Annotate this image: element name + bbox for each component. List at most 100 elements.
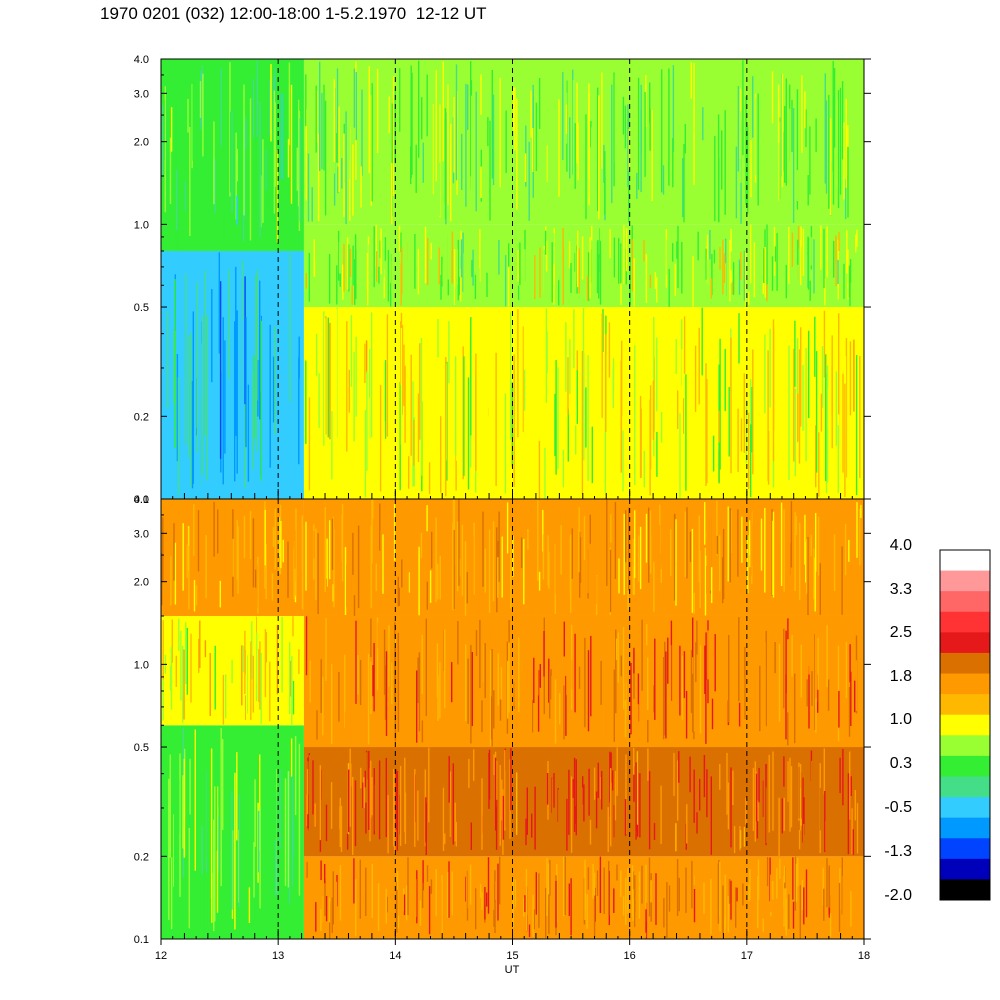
heatmap-streak: [761, 310, 764, 381]
heatmap-streak: [625, 877, 627, 925]
heatmap-streak: [817, 674, 819, 713]
heatmap-streak: [696, 881, 698, 929]
heatmap-streak: [525, 818, 527, 846]
heatmap-streak: [727, 895, 729, 933]
heatmap-streak: [581, 236, 584, 280]
heatmap-streak: [383, 629, 386, 695]
heatmap-streak: [629, 257, 631, 305]
heatmap-streak: [778, 547, 781, 599]
heatmap-streak: [199, 620, 201, 668]
heatmap-streak: [355, 879, 357, 937]
heatmap-streak: [557, 367, 559, 469]
heatmap-streak: [726, 752, 728, 815]
heatmap-streak: [752, 349, 754, 475]
heatmap-streak: [697, 889, 699, 926]
heatmap-streak: [310, 320, 313, 357]
heatmap-streak: [423, 522, 425, 589]
heatmap-streak: [451, 231, 454, 284]
heatmap-streak: [677, 390, 679, 429]
heatmap-streak: [789, 757, 791, 832]
heatmap-streak: [454, 356, 457, 457]
heatmap-streak: [756, 808, 759, 839]
heatmap-streak: [307, 153, 310, 222]
heatmap-streak: [365, 340, 368, 374]
heatmap-streak: [849, 341, 852, 416]
heatmap-streak: [383, 421, 386, 487]
heatmap-streak: [403, 894, 406, 916]
heatmap-streak: [838, 231, 840, 251]
heatmap-streak: [532, 128, 534, 172]
heatmap-streak: [637, 77, 640, 190]
heatmap-streak: [522, 326, 524, 433]
heatmap-streak: [306, 861, 308, 878]
heatmap-streak: [759, 912, 761, 938]
heatmap-streak: [380, 228, 382, 275]
heatmap-streak: [359, 660, 362, 706]
heatmap-streak: [673, 513, 676, 601]
heatmap-streak: [178, 780, 180, 834]
heatmap-streak: [757, 876, 759, 929]
heatmap-streak: [305, 74, 307, 127]
heatmap-streak: [682, 398, 685, 434]
heatmap-streak: [575, 425, 577, 455]
heatmap-streak: [690, 649, 693, 713]
heatmap-streak: [409, 556, 412, 615]
heatmap-streak: [188, 545, 190, 610]
heatmap-streak: [420, 338, 423, 476]
heatmap-streak: [336, 309, 338, 447]
heatmap-streak: [655, 766, 657, 816]
heatmap-streak: [634, 875, 636, 928]
heatmap-streak: [675, 519, 677, 606]
heatmap-streak: [643, 450, 645, 488]
heatmap-streak: [562, 72, 564, 161]
heatmap-streak: [817, 890, 819, 934]
heatmap-streak: [204, 729, 206, 850]
colorbar-swatch: [940, 550, 990, 572]
heatmap-streak: [634, 117, 636, 191]
heatmap-streak: [850, 776, 852, 796]
heatmap-streak: [338, 106, 340, 192]
heatmap-streak: [484, 548, 486, 593]
heatmap-streak: [374, 784, 377, 831]
heatmap-streak: [674, 263, 676, 296]
heatmap-streak: [737, 509, 739, 577]
heatmap-streak: [438, 162, 441, 216]
heatmap-streak: [795, 863, 798, 902]
heatmap-streak: [648, 620, 650, 709]
heatmap-streak: [457, 239, 459, 301]
heatmap-streak: [380, 682, 382, 720]
heatmap-streak: [496, 760, 498, 800]
heatmap-streak: [647, 720, 649, 743]
heatmap-streak: [429, 570, 432, 603]
heatmap-streak: [705, 363, 707, 486]
heatmap-streak: [453, 529, 455, 610]
heatmap-streak: [564, 660, 566, 688]
heatmap-streak: [624, 629, 626, 700]
heatmap-streak: [421, 634, 423, 695]
heatmap-streak: [539, 247, 541, 298]
y-tick-label: 1.0: [134, 659, 149, 671]
heatmap-streak: [783, 628, 785, 709]
heatmap-streak: [365, 867, 367, 903]
heatmap-streak: [311, 187, 313, 222]
heatmap-streak: [635, 911, 637, 936]
heatmap-streak: [467, 658, 469, 724]
heatmap-streak: [305, 616, 308, 676]
heatmap-streak: [274, 326, 276, 435]
heatmap-streak: [595, 791, 598, 829]
heatmap-streak: [326, 538, 328, 587]
heatmap-streak: [454, 287, 457, 305]
heatmap-streak: [252, 655, 254, 713]
y-tick-label: 0.2: [134, 411, 149, 423]
heatmap-streak: [324, 879, 326, 916]
heatmap-streak: [599, 856, 602, 914]
heatmap-streak: [810, 236, 812, 266]
heatmap-streak: [818, 432, 820, 497]
heatmap-streak: [391, 775, 394, 846]
heatmap-streak: [436, 686, 438, 740]
heatmap-streak: [331, 518, 334, 570]
heatmap-streak: [204, 640, 207, 658]
colorbar-swatch: [940, 776, 990, 798]
heatmap-streak: [350, 315, 353, 387]
heatmap-streak: [628, 507, 630, 591]
